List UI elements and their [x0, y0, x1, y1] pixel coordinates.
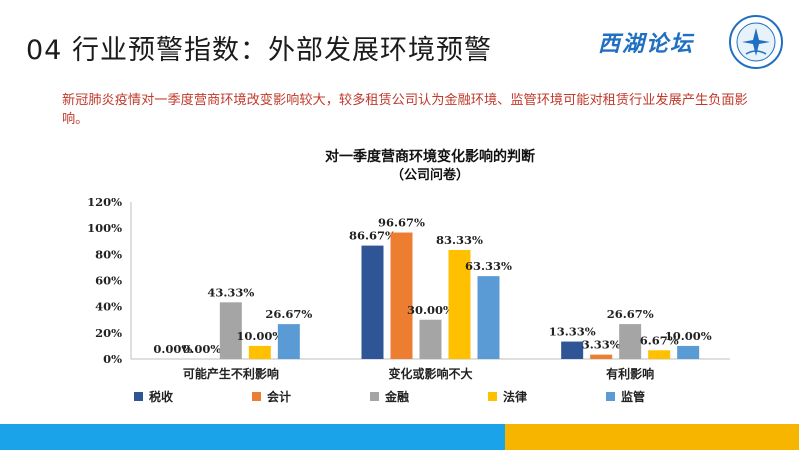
- bar-金融: [619, 324, 642, 359]
- bar-法律: [648, 350, 671, 359]
- y-tick-label: 120%: [87, 195, 122, 209]
- bar-value-label: 86.67%: [349, 229, 396, 243]
- bar-value-label: 83.33%: [436, 233, 483, 247]
- legend-swatch-法律: [488, 392, 497, 401]
- slide-subtitle: 新冠肺炎疫情对一季度营商环境改变影响较大，较多租赁公司认为金融环境、监管环境可能…: [62, 93, 748, 127]
- y-tick-label: 80%: [95, 247, 122, 261]
- bar-税收: [561, 341, 584, 359]
- bar-value-label: 0.00%: [153, 342, 192, 356]
- legend-label: 税收: [149, 389, 173, 404]
- legend-swatch-监管: [606, 392, 615, 401]
- bar-value-label: 10.00%: [236, 329, 283, 343]
- bar-value-label: 10.00%: [665, 329, 712, 343]
- legend-label: 会计: [267, 389, 291, 404]
- footer-bar-blue: [0, 424, 505, 450]
- bar-value-label: 43.33%: [207, 285, 254, 299]
- bar-法律: [448, 249, 471, 359]
- bar-税收: [361, 245, 384, 359]
- legend-swatch-会计: [252, 392, 261, 401]
- legend-label: 监管: [621, 389, 645, 404]
- legend-label: 金融: [384, 389, 409, 404]
- legend-swatch-税收: [134, 392, 143, 401]
- y-tick-label: 100%: [87, 221, 122, 235]
- chart-subtitle: （公司问卷）: [391, 167, 469, 183]
- bar-会计: [590, 354, 613, 359]
- bar-value-label: 3.33%: [582, 338, 621, 352]
- bar-法律: [248, 345, 271, 359]
- bar-监管: [677, 345, 700, 359]
- y-tick-label: 60%: [95, 274, 122, 288]
- bar-value-label: 30.00%: [407, 303, 454, 317]
- brand-logo-text: 西湖论坛: [598, 31, 695, 57]
- bar-监管: [277, 324, 300, 359]
- bar-value-label: 13.33%: [549, 325, 596, 339]
- bar-会计: [390, 232, 413, 359]
- legend-label: 法律: [503, 389, 527, 404]
- bar-value-label: 26.67%: [607, 307, 654, 321]
- chart-title: 对一季度营商环境变化影响的判断: [325, 148, 535, 165]
- bar-value-label: 26.67%: [265, 307, 312, 321]
- y-tick-label: 0%: [103, 352, 122, 366]
- x-category-label: 可能产生不利影响: [183, 366, 279, 381]
- slide-title: 04 行业预警指数：外部发展环境预警: [26, 35, 492, 66]
- bar-value-label: 96.67%: [378, 216, 425, 230]
- x-category-label: 变化或影响不大: [388, 366, 472, 381]
- bar-value-label: 0.00%: [182, 342, 221, 356]
- y-tick-label: 40%: [95, 300, 122, 314]
- emblem-logo: [729, 15, 783, 69]
- bar-金融: [219, 302, 242, 359]
- legend-swatch-金融: [370, 392, 379, 401]
- bar-监管: [477, 276, 500, 359]
- bar-value-label: 63.33%: [465, 259, 512, 273]
- x-category-label: 有利影响: [606, 366, 654, 381]
- y-tick-label: 20%: [95, 326, 122, 340]
- bar-金融: [419, 319, 442, 359]
- footer-bar-yellow: [505, 424, 799, 450]
- bar-value-label: 6.67%: [640, 333, 679, 347]
